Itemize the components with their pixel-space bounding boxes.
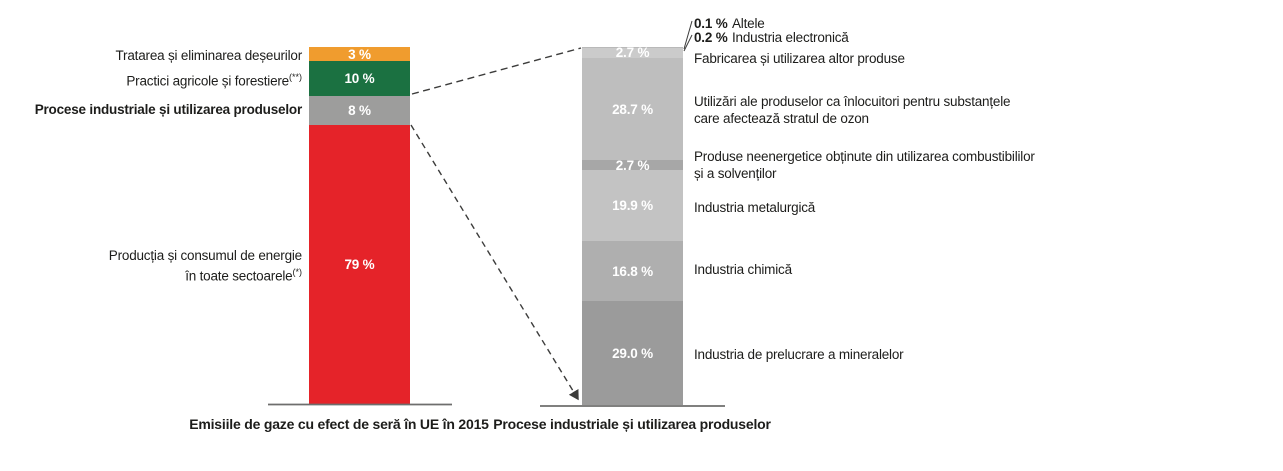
label-line: și a solvenților: [694, 166, 777, 181]
footnote-marker: (*): [292, 267, 303, 277]
label-line: Produse neenergetice obținute din utiliz…: [694, 149, 1035, 164]
right-label-chimica: Industria chimică: [694, 262, 792, 277]
label-text: Practici agricole și forestiere: [126, 73, 289, 89]
left-label-tratarea-deseurilor: Tratarea și eliminarea deșeurilor: [115, 48, 303, 63]
bar-segment-tratarea-deseurilor: 3 %: [309, 47, 410, 61]
bar-segment-industria-metalurgica: 19.9 %: [582, 170, 683, 242]
segment-value-label: 10 %: [344, 71, 375, 87]
callout-line-electronica: [683, 34, 693, 52]
bar-segment-industria-mineralelor: 29.0 %: [582, 301, 683, 405]
right-stacked-bar: 2.7 % 28.7 % 2.7 % 19.9 % 16.8 % 29.0 %: [582, 45, 683, 405]
bar-segment-energie: 79 %: [309, 124, 410, 404]
label-line: Producția și consumul de energie: [108, 248, 302, 263]
segment-value-label: 19.9 %: [612, 198, 653, 214]
label-line: Utilizări ale produselor ca înlocuitori …: [694, 94, 1011, 109]
segment-value-label: 16.8 %: [612, 263, 653, 279]
right-label-produse-neenergetice: Produse neenergetice obținute din utiliz…: [694, 148, 1035, 182]
callout-value: 0.2 %: [694, 30, 728, 45]
callout-line-altele: [683, 20, 693, 50]
right-label-fabricarea: Fabricarea și utilizarea altor produse: [694, 51, 905, 66]
segment-value-label: 2.7 %: [615, 45, 650, 61]
left-label-procese-industriale: Procese industriale și utilizarea produs…: [34, 102, 302, 117]
right-label-metalurgica: Industria metalurgică: [694, 200, 816, 215]
callout-label: Altele: [732, 16, 765, 31]
footnote-marker: (**): [289, 72, 302, 82]
right-callout-altele: 0.1 % Altele: [694, 15, 765, 32]
callout-label: Industria electronică: [732, 30, 849, 45]
bar-segment-produse-neenergetice: 2.7 %: [582, 157, 683, 173]
right-callout-electronica: 0.2 % Industria electronică: [694, 29, 849, 46]
dashed-link-top: [411, 47, 582, 95]
bar-segment-industria-chimica: 16.8 %: [582, 241, 683, 302]
segment-value-label: 79 %: [344, 256, 375, 272]
segment-value-label: 28.7 %: [612, 101, 653, 117]
left-label-energie: Producția și consumul de energie în toat…: [2, 248, 302, 285]
right-label-inlocuitori-ozon: Utilizări ale produselor ca înlocuitori …: [694, 93, 1011, 127]
left-label-practici-agricole: Practici agricole și forestiere(**): [2, 70, 302, 89]
segment-value-label: 29.0 %: [612, 345, 653, 361]
dashed-link-bottom: [410, 124, 579, 401]
bar-segment-practici-agricole: 10 %: [309, 61, 410, 97]
left-stacked-bar: 3 % 10 % 8 % 79 %: [309, 47, 410, 404]
left-axis-label: Emisiile de gaze cu efect de seră în UE …: [189, 416, 489, 432]
segment-value-label: 3 %: [348, 46, 371, 62]
label-line: care afectează stratul de ozon: [694, 111, 869, 126]
right-label-mineralelor: Industria de prelucrare a mineralelor: [694, 347, 904, 362]
right-axis-label: Procese industriale și utilizarea produs…: [493, 416, 771, 432]
bar-segment-procese-industriale: 8 %: [309, 96, 410, 125]
segment-value-label: 8 %: [348, 103, 371, 118]
bar-segment-inlocuitori-ozon: 28.7 %: [582, 57, 683, 161]
bar-segment-industria-electronica: [582, 47, 683, 49]
segment-value-label: 2.7 %: [615, 157, 650, 173]
callout-value: 0.1 %: [694, 16, 728, 31]
label-line: în toate sectoarele: [185, 268, 293, 284]
bar-segment-fabricarea-altor-produse: 2.7 %: [582, 45, 683, 61]
